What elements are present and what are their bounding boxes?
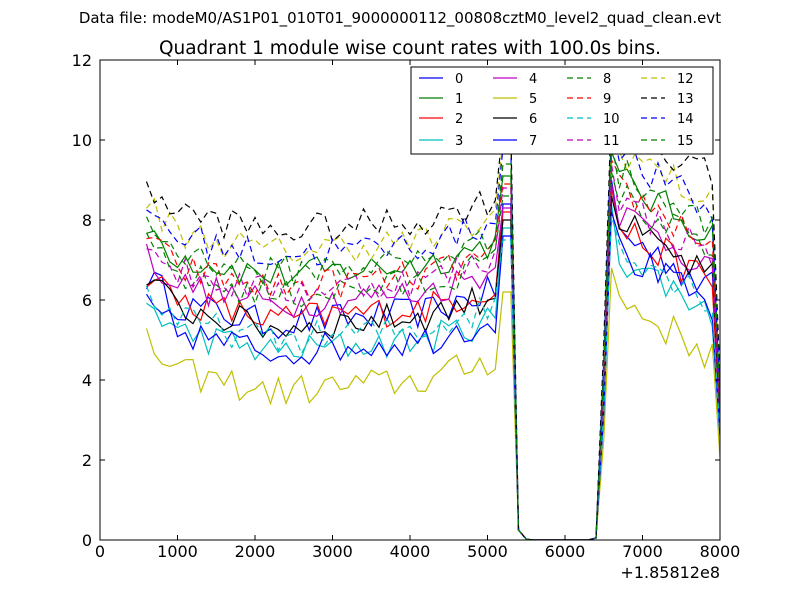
series-line-2 <box>146 187 720 540</box>
series-lines <box>145 103 720 540</box>
series-line-5 <box>145 267 720 540</box>
x-tick-label: 0 <box>95 542 105 561</box>
legend-label-13: 13 <box>677 92 694 107</box>
series-line-15 <box>145 139 720 540</box>
y-tick-label: 0 <box>82 531 92 550</box>
legend-label-8: 8 <box>603 72 611 87</box>
legend-label-7: 7 <box>529 134 537 149</box>
axis-ticks: 0 1000 2000 3000 4000 5000 6000 7000 80000246810… <box>72 51 741 561</box>
x-tick-label: 1000 <box>157 542 198 561</box>
x-tick-label: 8000 <box>700 542 741 561</box>
series-line-6 <box>146 195 720 540</box>
x-tick-label: 6000 <box>545 542 586 561</box>
legend-label-12: 12 <box>677 72 694 87</box>
data-file-suptitle: Data file: modeM0/AS1P01_010T01_90000001… <box>79 9 721 28</box>
x-tick-label: 4000 <box>390 542 431 561</box>
series-line-11 <box>146 163 720 540</box>
plot-frame <box>99 59 721 541</box>
legend-label-15: 15 <box>677 134 694 149</box>
series-line-10 <box>145 215 720 540</box>
series-line-14 <box>146 123 720 540</box>
chart-title: Quadrant 1 module wise count rates with … <box>159 38 661 59</box>
x-tick-label: 7000 <box>622 542 663 561</box>
x-tick-label: 3000 <box>312 542 353 561</box>
series-line-7 <box>145 211 720 540</box>
series-line-13 <box>145 103 720 540</box>
x-offset-label: +1.85812e8 <box>620 563 720 582</box>
series-line-12 <box>146 115 720 540</box>
y-tick-label: 4 <box>82 371 92 390</box>
legend-label-11: 11 <box>603 134 620 149</box>
legend-label-2: 2 <box>455 112 463 127</box>
x-tick-label: 5000 <box>467 542 508 561</box>
y-tick-label: 6 <box>82 291 92 310</box>
y-tick-label: 12 <box>72 51 92 70</box>
series-line-4 <box>145 183 720 540</box>
legend-label-3: 3 <box>455 134 463 149</box>
legend-label-5: 5 <box>529 92 537 107</box>
series-line-9 <box>146 157 720 540</box>
legend-label-1: 1 <box>455 92 463 107</box>
legend-label-4: 4 <box>529 72 537 87</box>
y-tick-label: 2 <box>82 451 92 470</box>
y-tick-label: 8 <box>82 211 92 230</box>
legend-label-14: 14 <box>677 112 694 127</box>
legend-label-9: 9 <box>603 92 611 107</box>
legend-label-0: 0 <box>455 72 463 87</box>
legend-label-6: 6 <box>529 112 537 127</box>
legend-label-10: 10 <box>603 112 620 127</box>
y-tick-label: 10 <box>72 131 92 150</box>
x-tick-label: 2000 <box>235 542 276 561</box>
series-line-8 <box>145 171 720 540</box>
